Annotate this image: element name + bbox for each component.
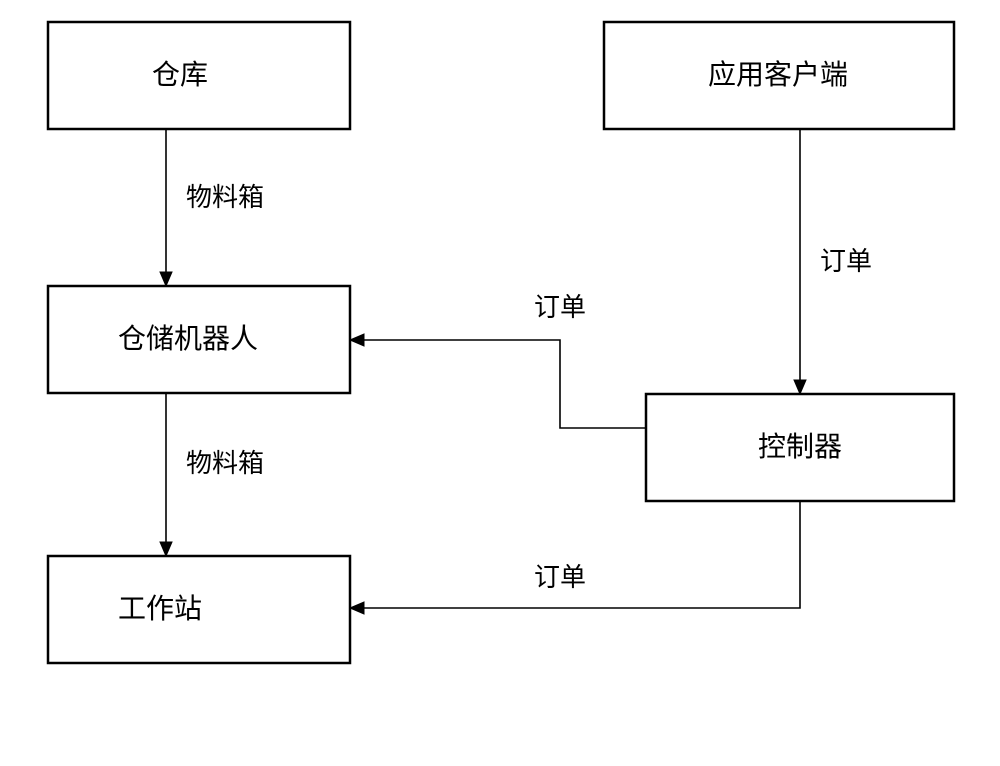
node-robot: 仓储机器人 [48, 286, 350, 393]
edge-label-e4: 订单 [534, 293, 586, 322]
edge-label-e2: 物料箱 [186, 449, 264, 478]
edge-label-e5: 订单 [534, 563, 586, 592]
edge-label-e1: 物料箱 [186, 183, 264, 212]
node-label-controller: 控制器 [758, 431, 842, 463]
node-label-robot: 仓储机器人 [118, 323, 258, 355]
flowchart-canvas: 物料箱物料箱订单订单订单仓库应用客户端仓储机器人控制器工作站 [0, 0, 1000, 766]
edge-label-e3: 订单 [820, 247, 872, 276]
node-controller: 控制器 [646, 394, 954, 501]
node-warehouse: 仓库 [48, 22, 350, 129]
node-client: 应用客户端 [604, 22, 954, 129]
node-label-client: 应用客户端 [708, 59, 848, 91]
node-station: 工作站 [48, 556, 350, 663]
node-label-station: 工作站 [118, 593, 202, 625]
node-label-warehouse: 仓库 [152, 59, 208, 91]
